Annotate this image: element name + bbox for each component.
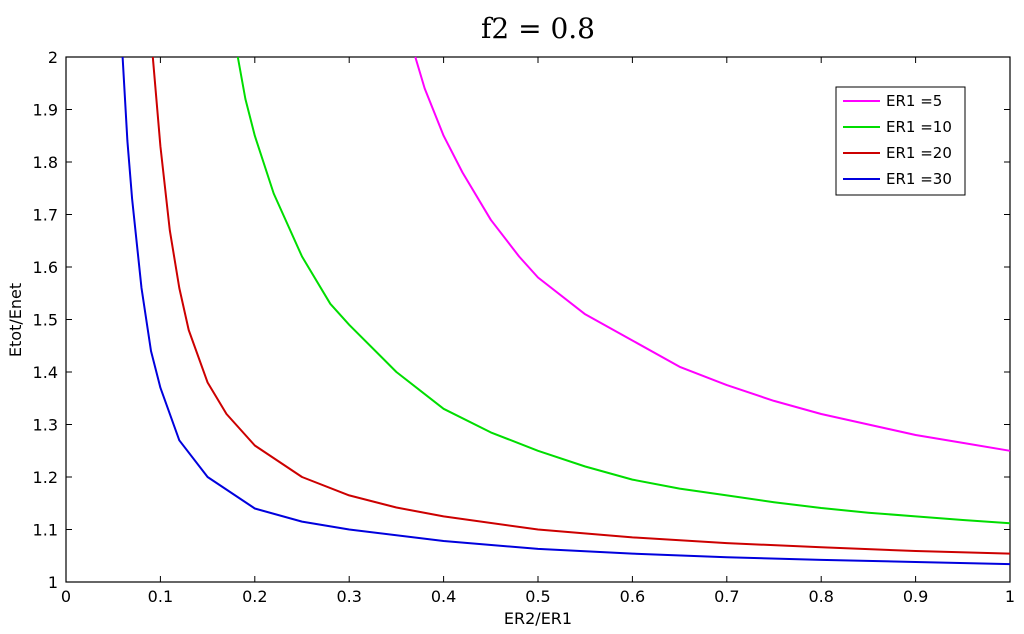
legend-label-3: ER1 =20 <box>886 144 952 162</box>
series-line-3 <box>151 56 1011 555</box>
x-tick-label: 0.9 <box>903 587 928 606</box>
y-tick-label: 2 <box>48 48 58 67</box>
x-tick-label: 0.1 <box>148 587 173 606</box>
x-tick-label: 0.3 <box>336 587 361 606</box>
legend-label-2: ER1 =10 <box>886 118 952 136</box>
y-tick-label: 1.9 <box>33 101 58 120</box>
legend-box <box>835 86 966 196</box>
y-tick-label: 1.5 <box>33 311 58 330</box>
y-tick-label: 1.8 <box>33 153 58 172</box>
x-axis: 0 0.1 0.2 0.3 0.4 0.5 0.6 0.7 0.8 0.9 1 <box>61 57 1015 606</box>
y-tick-label: 1 <box>48 573 58 592</box>
series-line-2 <box>236 56 1011 525</box>
x-tick-label: 0 <box>61 587 71 606</box>
x-tick-label: 0.5 <box>525 587 550 606</box>
y-axis: 1 1.1 1.2 1.3 1.4 1.5 1.6 1.7 1.8 1.9 2 <box>33 48 1010 592</box>
series-lines <box>121 56 1011 566</box>
y-tick-label: 1.2 <box>33 468 58 487</box>
y-tick-label: 1.1 <box>33 521 58 540</box>
x-axis-label: ER2/ER1 <box>504 609 572 628</box>
legend-label-1: ER1 =5 <box>886 92 942 110</box>
series-line-1 <box>414 56 1011 452</box>
y-tick-label: 1.4 <box>33 363 58 382</box>
legend: ER1 =5 ER1 =10 ER1 =20 ER1 =30 <box>835 86 966 196</box>
series-line-4 <box>121 56 1011 566</box>
legend-label-4: ER1 =30 <box>886 170 952 188</box>
y-tick-label: 1.6 <box>33 258 58 277</box>
x-tick-label: 0.2 <box>242 587 267 606</box>
chart-title: f2 = 0.8 <box>481 12 595 45</box>
x-tick-label: 0.8 <box>808 587 833 606</box>
x-tick-label: 0.7 <box>714 587 739 606</box>
y-axis-label: Etot/Enet <box>6 283 25 357</box>
x-tick-label: 1 <box>1005 587 1015 606</box>
x-tick-label: 0.4 <box>431 587 456 606</box>
y-tick-label: 1.3 <box>33 416 58 435</box>
y-tick-label: 1.7 <box>33 206 58 225</box>
x-tick-label: 0.6 <box>620 587 645 606</box>
